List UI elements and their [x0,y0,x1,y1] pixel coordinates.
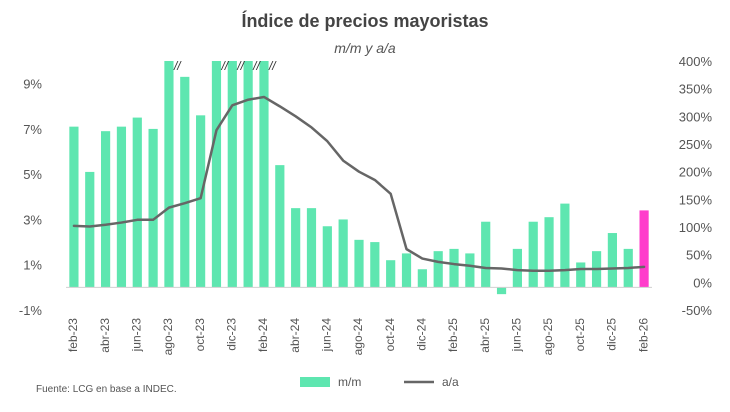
x-tick-label: feb-26 [636,318,650,352]
right-tick-label: 400% [679,54,713,69]
bar-nov-23 [211,61,222,288]
aa-line [72,95,646,272]
bar-may-24 [306,208,317,288]
truncation-marks: // // // // // [173,59,277,73]
right-tick-label: 150% [679,192,713,207]
chart-subtitle: m/m y a/a [334,40,396,56]
truncation-mark-nov-23: // [220,59,229,73]
right-tick-label: 200% [679,165,713,180]
chart-title: Índice de precios mayoristas [241,10,488,31]
bar-abr-24 [291,208,301,288]
x-tick-label: ago-24 [351,318,365,356]
bar-abr-23 [101,131,111,288]
line-series-aa [72,95,646,272]
x-tick-label: oct-24 [383,318,397,352]
bar-sep-25 [560,203,570,288]
x-tick-label: dic-24 [415,318,429,351]
bar-nov-24 [401,253,412,288]
x-tick-label: feb-25 [446,318,460,352]
bar-ene-24 [243,61,253,288]
right-tick-label: 300% [679,109,713,124]
right-tick-label: 50% [686,248,712,263]
bar-mar-23 [85,171,95,288]
bar-dic-23 [227,61,237,288]
bar-oct-25 [576,262,586,288]
x-tick-label: ago-25 [541,318,555,356]
x-tick-label: oct-25 [573,318,587,352]
x-tick-label: feb-24 [256,318,270,352]
source-note: Fuente: LCG en base a INDEC. [36,384,177,395]
legend-label-mm: m/m [338,375,361,389]
left-tick-label: -1% [19,303,43,318]
right-tick-label: 350% [679,82,713,97]
right-axis: -50% 0% 50% 100% 150% 200% 250% 300% 350% 400% [679,54,713,318]
bar-feb-26 [639,210,649,288]
x-tick-label: oct-23 [193,318,207,352]
x-tick-label: jun-24 [319,318,333,353]
bar-jul-24 [338,219,348,288]
right-tick-label: 0% [693,275,712,290]
left-tick-label: 9% [23,77,42,92]
legend-label-aa: a/a [442,375,459,389]
x-tick-label: ago-23 [161,318,175,356]
bar-mar-25 [465,253,475,288]
bar-feb-23 [69,126,79,288]
right-tick-label: 100% [679,220,713,235]
bar-series-mm [69,61,649,295]
x-tick-label: dic-25 [605,318,619,351]
bar-sep-24 [370,242,380,288]
bar-jul-25 [528,221,538,288]
bar-ago-25 [544,217,554,288]
x-tick-label: abr-25 [478,318,492,353]
x-tick-label: abr-24 [288,318,302,353]
x-axis: feb-23 abr-23 jun-23 ago-23 oct-23 dic-23 feb-… [66,318,650,356]
right-tick-label: 250% [679,137,713,152]
bar-jul-23 [148,128,158,288]
legend-swatch-mm [300,377,330,387]
x-tick-label: jun-23 [129,318,143,353]
bar-dic-24 [417,269,427,288]
left-tick-label: 3% [23,212,42,227]
left-tick-label: 1% [23,258,42,273]
bar-feb-24 [259,61,269,288]
truncation-mark-ene-24: // [252,59,261,73]
x-tick-label: feb-23 [66,318,80,352]
truncation-mark-dic-23: // [236,59,245,73]
legend: m/m a/a [300,375,459,389]
bar-ago-24 [354,239,364,288]
bar-jun-24 [322,226,332,288]
bar-may-25 [496,287,507,295]
right-tick-label: -50% [682,303,713,318]
bar-oct-23 [196,115,206,288]
bar-feb-25 [449,248,459,288]
bar-ago-23 [164,61,174,288]
bar-jun-25 [512,248,522,288]
x-tick-label: jun-25 [510,318,524,353]
bar-sep-23 [180,76,190,288]
left-axis: -1% 1% 3% 5% 7% 9% [19,77,43,318]
truncation-mark-feb-24: // [268,59,277,73]
left-tick-label: 5% [23,167,42,182]
bar-oct-24 [386,260,396,288]
bar-may-23 [116,126,127,288]
bar-abr-25 [481,221,491,288]
bar-mar-24 [275,165,285,288]
truncation-mark-ago-23: // [173,59,182,73]
left-tick-label: 7% [23,122,42,137]
x-tick-label: abr-23 [98,318,112,353]
bar-dic-25 [607,233,617,288]
x-tick-label: dic-23 [224,318,238,351]
bar-jun-23 [132,117,142,288]
bar-ene-25 [433,251,443,288]
